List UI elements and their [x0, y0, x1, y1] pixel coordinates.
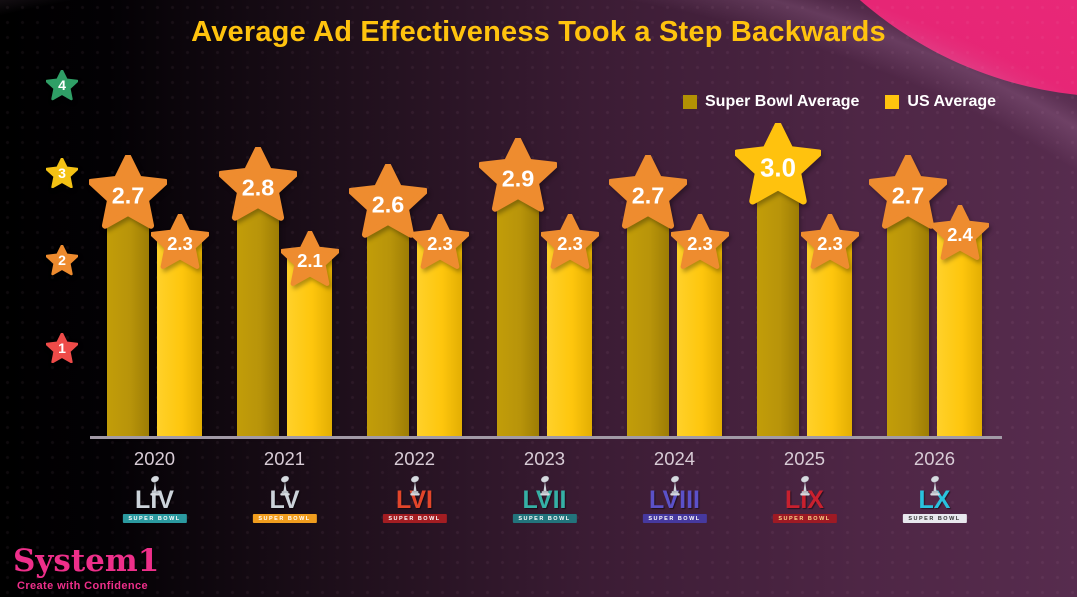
y-axis-star-4: 4: [45, 69, 79, 101]
svg-text:2.7: 2.7: [632, 183, 665, 209]
value-star-us-2026: 2.4: [930, 205, 989, 261]
svg-text:2.9: 2.9: [502, 165, 535, 191]
svg-text:2.3: 2.3: [557, 233, 583, 254]
bar-us-average-2024: [677, 235, 722, 437]
value-star-super-bowl-2026: 2.7: [869, 155, 947, 230]
super-bowl-logo-LVI: LVI SUPER BOWL: [360, 474, 470, 532]
lombardi-trophy-icon: [929, 475, 940, 496]
super-bowl-logo-LVII: LVII SUPER BOWL: [490, 474, 600, 532]
svg-text:2.1: 2.1: [297, 250, 323, 271]
x-axis-label-2023: 2023: [523, 448, 566, 469]
bar-us-average-2025: [807, 235, 852, 437]
value-star-us-2025: 2.3: [800, 213, 859, 270]
bar-super-bowl-average-2026: [887, 200, 929, 437]
logo-banner: SUPER BOWL: [382, 514, 447, 523]
bar-super-bowl-average-2024: [627, 200, 669, 437]
svg-text:2.3: 2.3: [687, 233, 713, 254]
x-axis-label-2026: 2026: [913, 448, 956, 469]
value-star-us-2021: 2.1: [280, 231, 339, 287]
super-bowl-logo-LVIII: LVIII SUPER BOWL: [620, 474, 730, 532]
logo-banner: SUPER BOWL: [252, 514, 317, 523]
x-axis-label-2024: 2024: [653, 448, 696, 469]
super-bowl-logo-LV: LV SUPER BOWL: [230, 474, 340, 532]
lombardi-trophy-icon: [799, 475, 810, 496]
bar-super-bowl-average-2022: [367, 209, 409, 437]
logo-banner: SUPER BOWL: [902, 514, 967, 523]
value-star-us-2023: 2.3: [540, 213, 599, 270]
x-axis-label-2025: 2025: [783, 448, 826, 469]
svg-text:2.6: 2.6: [372, 191, 405, 217]
lombardi-trophy-icon: [409, 475, 420, 496]
legend-swatch-us: [885, 95, 900, 109]
svg-text:2.3: 2.3: [427, 233, 453, 254]
value-star-super-bowl-2024: 2.7: [609, 155, 687, 230]
y-axis-star-2: 2: [45, 244, 79, 276]
svg-text:3: 3: [58, 164, 66, 180]
legend-label: Super Bowl Average: [705, 93, 860, 110]
svg-text:3.0: 3.0: [760, 155, 796, 183]
value-star-us-2024: 2.3: [670, 213, 729, 270]
lombardi-trophy-icon: [149, 475, 160, 496]
value-star-super-bowl-2023: 2.9: [479, 137, 557, 213]
system1-logo: System1: [13, 543, 160, 579]
legend-item-super-bowl-average: Super Bowl Average: [683, 93, 859, 111]
svg-text:2.4: 2.4: [947, 224, 973, 245]
super-bowl-logo-LIV: LIV SUPER BOWL: [100, 474, 210, 532]
y-axis-star-1: 1: [45, 331, 79, 364]
svg-text:4: 4: [58, 77, 66, 93]
x-axis-label-2022: 2022: [393, 448, 436, 469]
bar-super-bowl-average-2025: [757, 174, 799, 437]
bar-super-bowl-average-2021: [237, 192, 279, 437]
lombardi-trophy-icon: [279, 475, 290, 496]
logo-banner: SUPER BOWL: [642, 514, 707, 523]
x-axis-label-2021: 2021: [263, 448, 306, 469]
lombardi-trophy-icon: [669, 475, 680, 496]
legend-item-us-average: US Average: [885, 93, 996, 111]
x-axis-line: [90, 436, 1002, 439]
svg-text:1: 1: [58, 339, 66, 355]
y-axis-star-3: 3: [45, 156, 79, 189]
lombardi-trophy-icon: [539, 475, 550, 496]
svg-text:2.3: 2.3: [167, 233, 193, 254]
value-star-super-bowl-2021: 2.8: [219, 146, 297, 222]
bar-us-average-2023: [547, 235, 592, 437]
logo-banner: SUPER BOWL: [512, 514, 577, 523]
legend: Super Bowl Average US Average: [683, 93, 996, 111]
svg-text:2.8: 2.8: [242, 174, 275, 200]
bar-us-average-2020: [157, 235, 202, 437]
logo-banner: SUPER BOWL: [772, 514, 837, 523]
value-star-us-2022: 2.3: [410, 213, 469, 270]
legend-swatch-super-bowl: [683, 95, 697, 109]
value-star-super-bowl-2022: 2.6: [349, 164, 427, 239]
super-bowl-logo-LX: LX SUPER BOWL: [880, 474, 990, 532]
value-star-super-bowl-2020: 2.7: [89, 155, 167, 230]
bar-us-average-2022: [417, 235, 462, 437]
x-axis-label-2020: 2020: [133, 448, 176, 469]
legend-label: US Average: [907, 93, 997, 110]
svg-text:2: 2: [58, 252, 66, 268]
logo-banner: SUPER BOWL: [122, 514, 187, 523]
value-star-super-bowl-2025: 3.0: [735, 123, 821, 206]
bar-super-bowl-average-2020: [107, 200, 149, 437]
chart-title: Average Ad Effectiveness Took a Step Bac…: [191, 16, 886, 48]
brand-tagline: Create with Confidence: [17, 580, 149, 592]
bar-super-bowl-average-2023: [497, 183, 539, 437]
svg-text:2.7: 2.7: [892, 183, 925, 209]
super-bowl-logo-LIX: LIX SUPER BOWL: [750, 474, 860, 532]
svg-text:2.7: 2.7: [112, 183, 145, 209]
svg-text:2.3: 2.3: [817, 233, 843, 254]
value-star-us-2020: 2.3: [150, 213, 209, 270]
bar-us-average-2026: [937, 227, 982, 437]
